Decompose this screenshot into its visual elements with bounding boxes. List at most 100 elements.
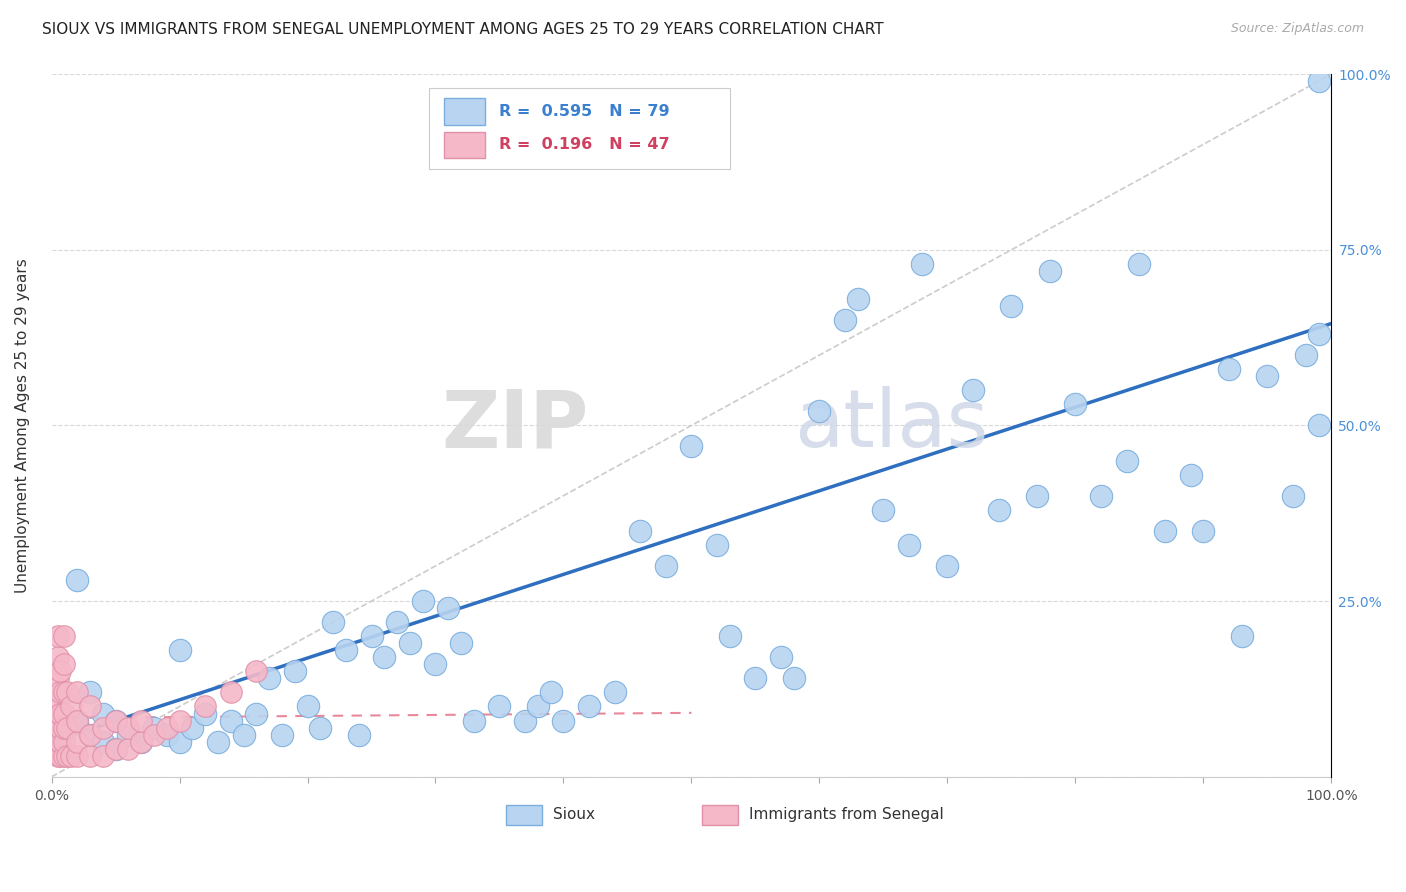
Point (53, 734, 76, 748)
Point (49, 734, 72, 748)
Point (104, 741, 127, 756)
Point (117, 721, 139, 735)
Point (59, 699, 82, 714)
Point (513, 714, 536, 728)
Point (169, 714, 191, 728)
Point (79, 748, 101, 763)
Point (284, 665, 307, 679)
Point (117, 741, 139, 756)
Point (46, 721, 69, 735)
Point (1308, 418, 1330, 433)
Text: Source: ZipAtlas.com: Source: ZipAtlas.com (1230, 22, 1364, 36)
Point (91, 734, 114, 748)
Point (46, 650, 69, 665)
Point (79, 699, 101, 714)
Bar (444, 132, 485, 159)
Point (129, 714, 152, 728)
Point (783, 672, 806, 686)
Point (156, 721, 179, 735)
Point (1000, 299, 1022, 313)
Point (553, 714, 575, 728)
Point (1192, 524, 1215, 538)
Point (169, 643, 191, 657)
Point (56, 748, 79, 763)
Bar (506, 805, 541, 824)
Point (463, 714, 485, 728)
Point (335, 643, 357, 657)
Text: atlas: atlas (794, 386, 988, 465)
Point (718, 629, 741, 643)
Point (1039, 264, 1062, 278)
Point (322, 615, 344, 629)
Point (66, 748, 89, 763)
Point (1230, 629, 1253, 643)
Point (194, 706, 217, 721)
Point (49, 721, 72, 735)
Point (360, 629, 382, 643)
Point (962, 384, 984, 398)
Point (655, 558, 678, 573)
Point (744, 672, 766, 686)
Point (142, 721, 165, 735)
Point (129, 734, 152, 748)
Point (53, 629, 76, 643)
Point (49, 748, 72, 763)
Text: ZIP: ZIP (441, 386, 589, 465)
Point (56, 685, 79, 699)
Point (770, 650, 793, 665)
Point (488, 699, 510, 714)
Point (1064, 397, 1087, 411)
Point (1128, 257, 1150, 271)
Point (1282, 489, 1305, 503)
Y-axis label: Unemployment Among Ages 25 to 29 years: Unemployment Among Ages 25 to 29 years (15, 258, 30, 593)
Point (385, 615, 408, 629)
Point (257, 672, 280, 686)
Point (142, 728, 165, 742)
Point (245, 665, 267, 679)
Point (79, 728, 101, 742)
Point (91, 721, 114, 735)
Point (271, 728, 294, 742)
Point (603, 685, 626, 699)
Point (245, 706, 267, 721)
Point (412, 594, 434, 608)
Text: R =  0.196   N = 47: R = 0.196 N = 47 (499, 137, 671, 153)
Point (49, 685, 72, 699)
Point (297, 699, 319, 714)
Point (232, 728, 254, 742)
Point (46, 629, 69, 643)
Point (129, 734, 152, 748)
Point (53, 685, 76, 699)
Point (834, 313, 856, 327)
Point (66, 573, 89, 587)
Point (425, 657, 447, 672)
Point (46, 706, 69, 721)
Point (79, 685, 101, 699)
Point (872, 502, 894, 516)
Point (49, 665, 72, 679)
Point (706, 538, 728, 552)
Point (1295, 348, 1317, 362)
Point (91, 748, 114, 763)
FancyBboxPatch shape (429, 88, 730, 169)
Bar (444, 98, 485, 125)
Text: SIOUX VS IMMIGRANTS FROM SENEGAL UNEMPLOYMENT AMONG AGES 25 TO 29 YEARS CORRELAT: SIOUX VS IMMIGRANTS FROM SENEGAL UNEMPLO… (42, 22, 884, 37)
Point (46, 692, 69, 706)
Point (181, 721, 204, 735)
Point (1026, 489, 1049, 503)
Point (91, 706, 114, 721)
Point (53, 721, 76, 735)
Point (628, 524, 651, 538)
Point (66, 685, 89, 699)
Point (1180, 467, 1202, 482)
Point (987, 502, 1010, 516)
Text: Immigrants from Senegal: Immigrants from Senegal (749, 807, 943, 822)
Point (66, 714, 89, 728)
Point (911, 257, 934, 271)
Point (1218, 362, 1240, 376)
Point (117, 728, 139, 742)
Point (1154, 524, 1177, 538)
Point (194, 699, 217, 714)
Bar (702, 805, 738, 824)
Point (1115, 453, 1137, 467)
